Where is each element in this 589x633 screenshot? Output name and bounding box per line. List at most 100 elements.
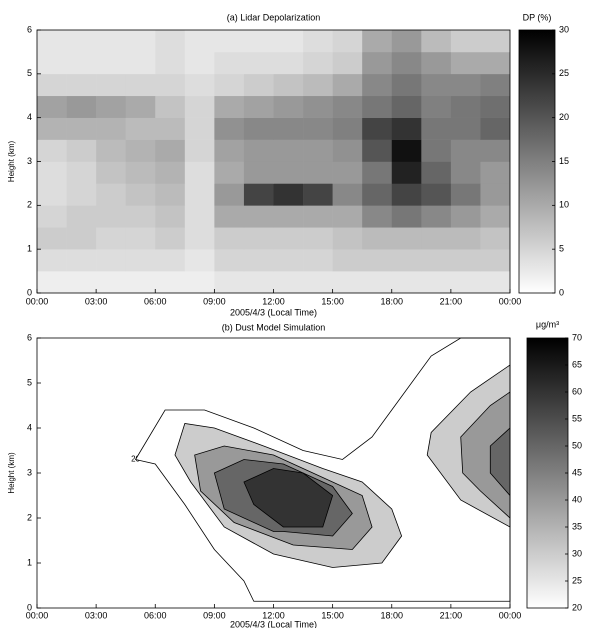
x-tick-label: 12:00 (262, 296, 285, 306)
heat-cell (303, 51, 333, 75)
heat-cell (125, 51, 156, 75)
colorbar-tick-label: 0 (559, 287, 564, 297)
x-tick-label: 18:00 (380, 610, 403, 620)
heat-cell (184, 271, 215, 293)
heat-cell (96, 227, 126, 250)
heat-cell (303, 249, 333, 272)
heat-cell (243, 183, 274, 206)
x-tick-label: 18:00 (380, 296, 403, 306)
heat-cell (243, 205, 274, 228)
heat-cell (184, 117, 215, 140)
heat-cell (214, 117, 245, 140)
x-tick-label: 03:00 (85, 610, 108, 620)
heat-cell (391, 227, 422, 250)
colorbar-tick-label: 40 (572, 494, 582, 504)
heat-cell (450, 183, 481, 206)
colorbar-tick-label: 20 (559, 112, 569, 122)
heat-cell (303, 161, 333, 184)
heat-cell (391, 73, 422, 97)
heat-cell (243, 51, 274, 75)
heat-cell (362, 30, 393, 53)
heat-cell (37, 183, 67, 206)
heat-cell (303, 95, 333, 118)
heat-cell (214, 73, 245, 97)
y-tick-label: 2 (27, 512, 32, 522)
heat-cell (303, 183, 333, 206)
heat-cell (450, 51, 481, 75)
x-tick-label: 00:00 (499, 610, 522, 620)
colorbar-tick-label: 35 (572, 521, 582, 531)
colorbar-tick-label: 30 (572, 548, 582, 558)
heat-cell (243, 249, 274, 272)
heat-cell (184, 95, 215, 118)
heat-cell (421, 249, 452, 272)
heat-cell (155, 95, 186, 118)
colorbar-tick-label: 30 (559, 24, 569, 34)
heat-cell (66, 271, 97, 293)
heat-cell (273, 73, 304, 97)
plot-area (37, 30, 510, 293)
heat-cell (450, 271, 481, 293)
heat-cell (450, 30, 481, 53)
x-tick-label: 00:00 (26, 610, 49, 620)
heat-cell (362, 73, 393, 97)
heat-cell (125, 95, 156, 118)
colorbar-tick-label: 10 (559, 200, 569, 210)
heat-cell (480, 117, 510, 140)
heat-cell (37, 227, 67, 250)
heat-cell (421, 95, 452, 118)
heat-cell (391, 249, 422, 272)
heat-cell (125, 205, 156, 228)
heat-cell (480, 139, 510, 162)
heat-cell (155, 183, 186, 206)
heat-cell (96, 161, 126, 184)
heat-cell (37, 205, 67, 228)
x-axis-label: 2005/4/3 (Local Time) (230, 307, 317, 317)
x-tick-label: 15:00 (321, 296, 344, 306)
x-tick-label: 09:00 (203, 296, 226, 306)
heat-cell (391, 117, 422, 140)
y-tick-label: 4 (27, 112, 32, 122)
y-tick-label: 5 (27, 377, 32, 387)
heat-cell (243, 73, 274, 97)
heat-cell (332, 227, 363, 250)
heat-cell (273, 183, 304, 206)
heat-cell (303, 73, 333, 97)
heat-cell (37, 139, 67, 162)
heat-cell (273, 139, 304, 162)
heat-cell (480, 95, 510, 118)
heat-cell (391, 271, 422, 293)
colorbar (518, 29, 556, 294)
colorbar-tick-label: 25 (559, 68, 569, 78)
heat-cell (362, 117, 393, 140)
heat-cell (303, 205, 333, 228)
heat-cell (243, 227, 274, 250)
heat-cell (480, 227, 510, 250)
heat-cell (362, 183, 393, 206)
heat-cell (362, 139, 393, 162)
heat-cell (450, 73, 481, 97)
heat-cell (391, 161, 422, 184)
x-tick-label: 00:00 (26, 296, 49, 306)
colorbar-tick-label: 45 (572, 467, 582, 477)
heat-cell (480, 73, 510, 97)
heat-cell (125, 227, 156, 250)
heat-cell (214, 205, 245, 228)
x-axis-label: 2005/4/3 (Local Time) (230, 619, 317, 628)
heat-cell (421, 227, 452, 250)
heat-cell (391, 51, 422, 75)
heat-cell (421, 73, 452, 97)
heat-cell (332, 30, 363, 53)
heat-cell (184, 183, 215, 206)
y-tick-label: 4 (27, 422, 32, 432)
heat-cell (96, 73, 126, 97)
heat-cell (184, 205, 215, 228)
heat-cell (96, 139, 126, 162)
y-tick-label: 6 (27, 332, 32, 342)
colorbar-tick-label: 25 (572, 575, 582, 585)
heat-cell (66, 117, 97, 140)
heat-cell (214, 161, 245, 184)
heat-cell (362, 205, 393, 228)
heat-cell (303, 271, 333, 293)
heat-cell (362, 271, 393, 293)
